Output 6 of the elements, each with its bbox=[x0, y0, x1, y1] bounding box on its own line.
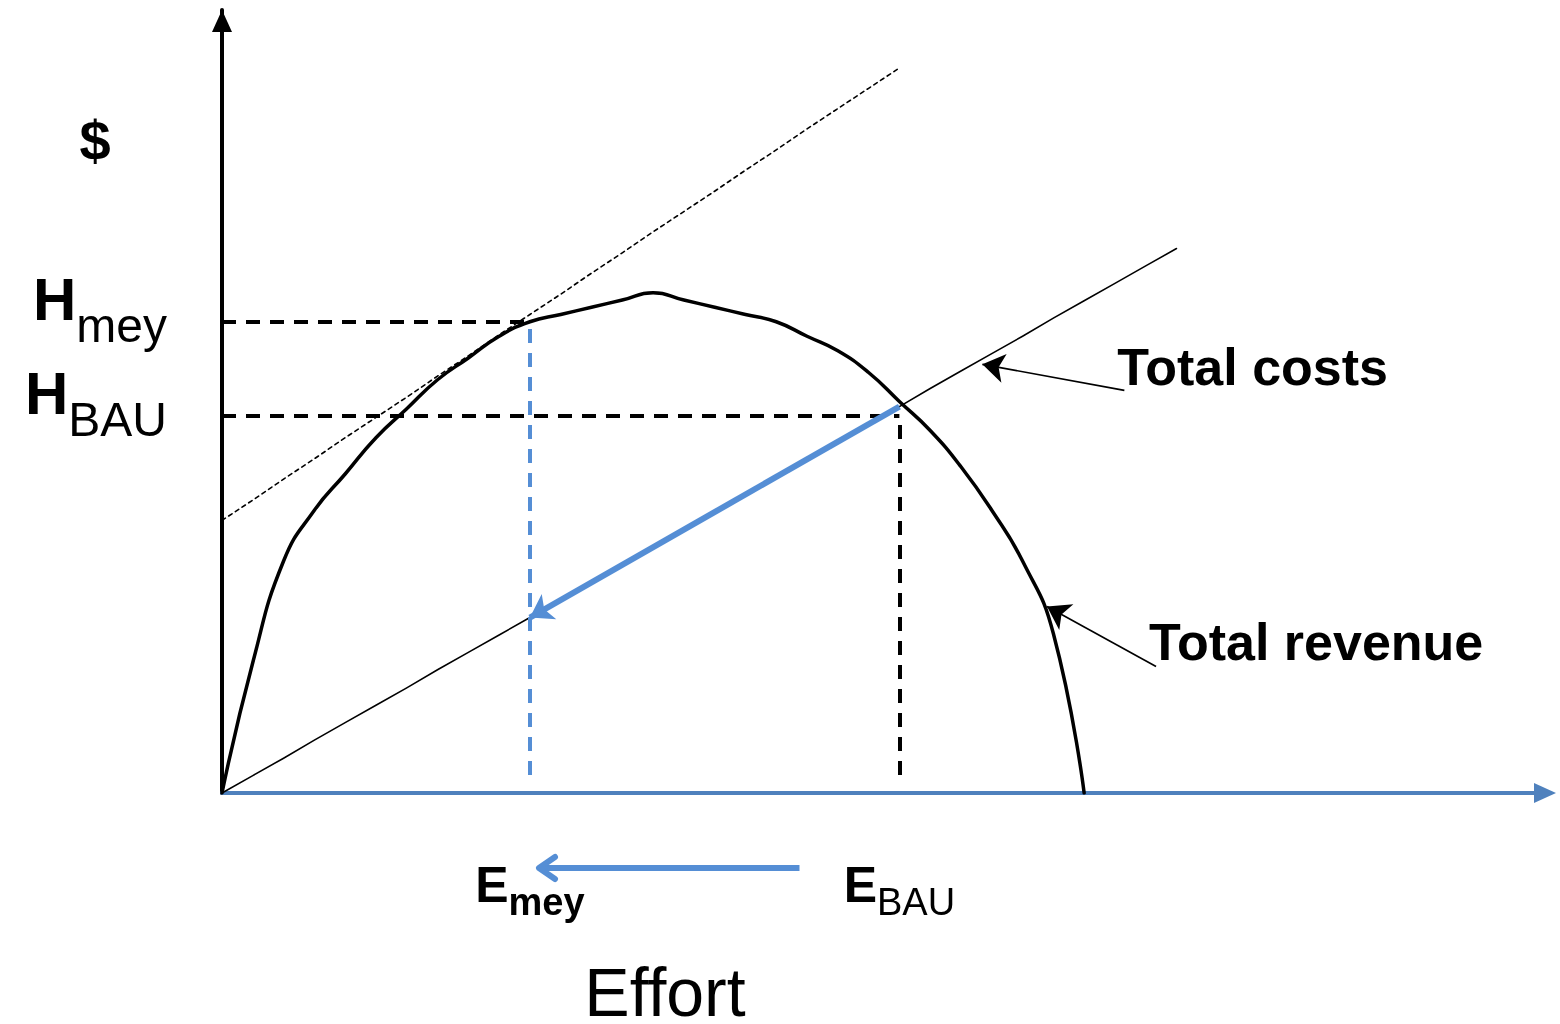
legend-label: Total revenue bbox=[1149, 612, 1484, 671]
y-axis-title: $ bbox=[79, 108, 111, 172]
legend-label: Total costs bbox=[1117, 338, 1389, 397]
ref-line-label: H$_{mey}$ bbox=[32, 265, 167, 352]
ref-line-label: H$_{BAU}$ bbox=[24, 360, 167, 446]
x-axis-title: Effort bbox=[584, 954, 746, 1024]
